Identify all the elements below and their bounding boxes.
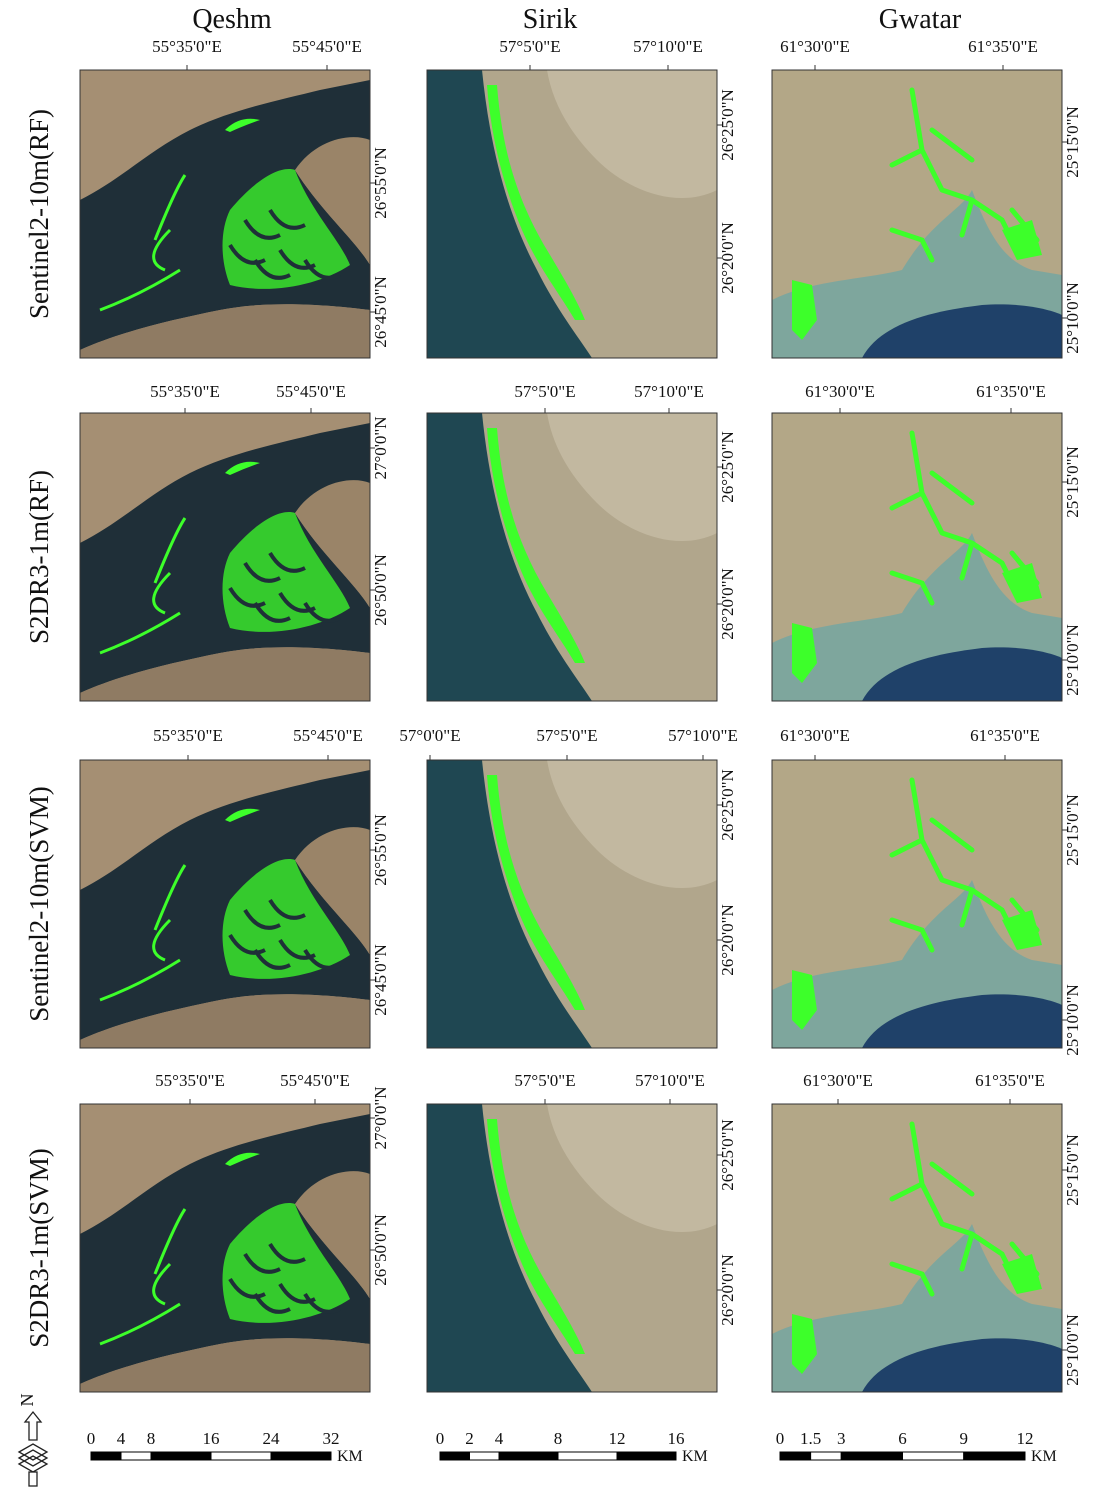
map-image (80, 760, 370, 1048)
scale-segment (271, 1452, 331, 1460)
scale-segment (964, 1452, 1025, 1460)
map-panel (427, 70, 717, 358)
map-image (80, 1104, 370, 1392)
scale-tick-label: 4 (117, 1429, 126, 1448)
longitude-label: 55°35'0"E (150, 382, 220, 401)
row-label: Sentinel2-10m(RF) (24, 109, 54, 319)
longitude-label: 55°35'0"E (155, 1071, 225, 1090)
scale-tick-label: 16 (668, 1429, 685, 1448)
longitude-label: 61°30'0"E (780, 726, 850, 745)
scale-segment (151, 1452, 211, 1460)
map-image (772, 413, 1062, 701)
longitude-label: 61°30'0"E (803, 1071, 873, 1090)
map-image (427, 70, 717, 358)
longitude-label: 61°30'0"E (805, 382, 875, 401)
longitude-label: 57°5'0"E (536, 726, 597, 745)
map-image (80, 413, 370, 701)
map-panel (427, 413, 717, 701)
longitude-label: 55°35'0"E (152, 37, 222, 56)
scale-tick-label: 8 (554, 1429, 563, 1448)
scale-tick-label: 24 (263, 1429, 281, 1448)
scale-tick-label: 6 (898, 1429, 907, 1448)
longitude-label: 57°10'0"E (634, 382, 704, 401)
map-panel (80, 70, 370, 358)
longitude-label: 57°0'0"E (399, 726, 460, 745)
scale-segment (499, 1452, 558, 1460)
scale-segment (780, 1452, 811, 1460)
map-panel (772, 1104, 1062, 1392)
scale-tick-label: 0 (436, 1429, 445, 1448)
scale-segment (470, 1452, 500, 1460)
longitude-label: 57°5'0"E (499, 37, 560, 56)
scale-unit: KM (337, 1448, 363, 1465)
map-image (427, 413, 717, 701)
row-label: Sentinel2-10m(SVM) (24, 786, 54, 1022)
scale-segment (841, 1452, 902, 1460)
longitude-label: 61°35'0"E (976, 382, 1046, 401)
longitude-label: 61°35'0"E (970, 726, 1040, 745)
column-title: Gwatar (879, 4, 962, 35)
scale-unit: KM (682, 1448, 708, 1465)
map-image (427, 1104, 717, 1392)
map-panel (427, 1104, 717, 1392)
scale-tick-label: 12 (609, 1429, 626, 1448)
column-title: Sirik (523, 4, 577, 35)
scale-tick-label: 0 (87, 1429, 96, 1448)
scale-tick-label: 4 (495, 1429, 504, 1448)
scale-tick-label: 8 (147, 1429, 156, 1448)
map-panel (80, 413, 370, 701)
map-image (427, 760, 717, 1048)
scale-segment (558, 1452, 617, 1460)
longitude-label: 55°45'0"E (280, 1071, 350, 1090)
scale-tick-label: 32 (323, 1429, 340, 1448)
scale-tick-label: 12 (1017, 1429, 1034, 1448)
longitude-label: 57°10'0"E (668, 726, 738, 745)
longitude-label: 57°10'0"E (635, 1071, 705, 1090)
scale-tick-label: 3 (837, 1429, 846, 1448)
scale-segment (617, 1452, 676, 1460)
scale-segment (121, 1452, 151, 1460)
row-label: S2DR3-1m(SVM) (24, 1148, 54, 1348)
map-image (80, 70, 370, 358)
scale-segment (91, 1452, 121, 1460)
scale-segment (811, 1452, 842, 1460)
longitude-label: 61°35'0"E (975, 1071, 1045, 1090)
map-image (772, 70, 1062, 358)
longitude-label: 57°10'0"E (633, 37, 703, 56)
map-panel (772, 70, 1062, 358)
longitude-label: 55°45'0"E (292, 37, 362, 56)
scale-tick-label: 9 (960, 1429, 969, 1448)
scale-tick-label: 0 (776, 1429, 785, 1448)
map-panel (80, 760, 370, 1048)
longitude-label: 61°30'0"E (780, 37, 850, 56)
longitude-label: 61°35'0"E (968, 37, 1038, 56)
scale-segment (903, 1452, 964, 1460)
north-label: N (17, 1394, 37, 1407)
map-image (772, 1104, 1062, 1392)
map-panel (772, 760, 1062, 1048)
north-arrow: N (17, 1394, 47, 1487)
figure: N Qeshm Sirik Gwatar Sentinel2-10m(RF) 55°35… (0, 0, 1096, 1490)
scale-unit: KM (1031, 1448, 1057, 1465)
scale-tick-label: 1.5 (800, 1429, 821, 1448)
map-panel (80, 1104, 370, 1392)
longitude-label: 57°5'0"E (514, 1071, 575, 1090)
column-title: Qeshm (192, 4, 272, 35)
map-panel (427, 760, 717, 1048)
map-panel (772, 413, 1062, 701)
row-label: S2DR3-1m(RF) (24, 470, 54, 644)
longitude-label: 55°45'0"E (293, 726, 363, 745)
map-image (772, 760, 1062, 1048)
scale-tick-label: 16 (203, 1429, 220, 1448)
longitude-label: 57°5'0"E (514, 382, 575, 401)
longitude-label: 55°45'0"E (276, 382, 346, 401)
scale-segment (440, 1452, 470, 1460)
scale-segment (211, 1452, 271, 1460)
longitude-label: 55°35'0"E (153, 726, 223, 745)
scale-tick-label: 2 (465, 1429, 474, 1448)
